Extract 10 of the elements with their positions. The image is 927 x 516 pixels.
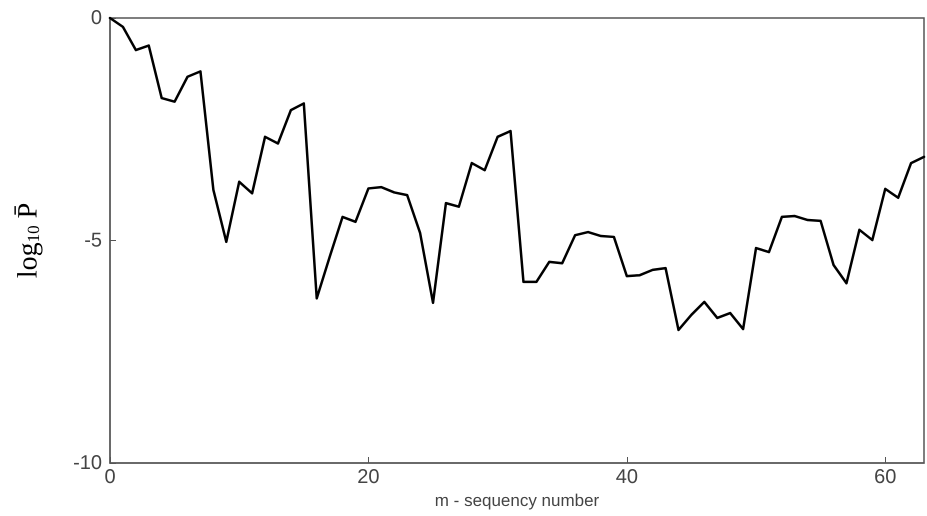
x-tick-label: 60	[874, 466, 896, 488]
line-series	[108, 16, 926, 332]
y-tick-label: -5	[84, 230, 102, 252]
y-axis-title: log10 P̄	[12, 202, 44, 278]
x-tick-label: 20	[357, 466, 380, 488]
x-tick-label: 40	[616, 466, 638, 488]
y-tick-label: 0	[90, 7, 102, 29]
x-axis-title: m - sequency number	[434, 490, 600, 510]
y-tick-label: -10	[73, 452, 102, 474]
x-tick-label: 0	[104, 466, 116, 488]
